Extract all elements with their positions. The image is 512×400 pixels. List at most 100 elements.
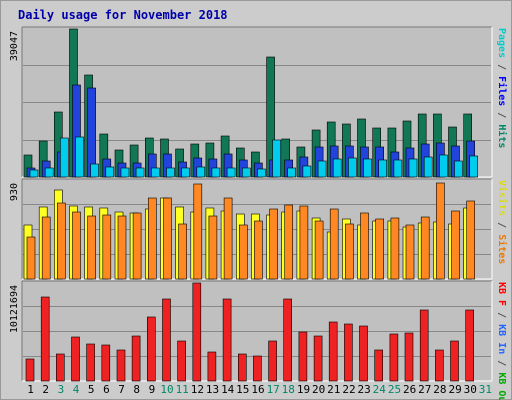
series-label-part: /	[496, 306, 507, 324]
chart-title: Daily usage for November 2018	[18, 8, 228, 22]
bar-kb-f-day-9	[147, 316, 156, 382]
bar-sites-day-11	[178, 223, 187, 280]
bar-kb-f-day-18	[283, 298, 293, 382]
bar-sites-day-6	[102, 214, 112, 280]
bar-pages-day-25	[393, 159, 403, 178]
bar-sites-day-30	[466, 200, 476, 280]
bar-kb-f-day-19	[298, 331, 308, 382]
bar-files-day-5	[87, 87, 96, 178]
bar-sites-day-21	[329, 208, 339, 280]
bar-kb-f-day-15	[238, 353, 247, 382]
panel-visits: 930 Visits / Sites	[9, 178, 508, 280]
bar-sites-day-26	[405, 224, 415, 280]
bar-pages-day-22	[348, 157, 357, 178]
bar-pages-day-13	[211, 167, 221, 178]
x-tick-day-15: 15	[236, 383, 249, 396]
bar-sites-day-2	[41, 216, 51, 280]
bar-sites-day-16	[254, 220, 263, 280]
bar-pages-day-18	[287, 167, 297, 178]
bar-kb-f-day-26	[404, 332, 414, 382]
x-tick-day-8: 8	[133, 383, 140, 396]
series-label: KB F / KB In / KB Out	[496, 282, 507, 400]
bar-pages-day-29	[454, 160, 463, 178]
x-tick-day-17: 17	[267, 383, 280, 396]
bar-sites-day-10	[163, 197, 172, 280]
x-tick-day-2: 2	[42, 383, 49, 396]
x-tick-day-12: 12	[191, 383, 204, 396]
bar-pages-day-30	[469, 155, 479, 178]
series-label-part: /	[496, 106, 507, 124]
x-tick-day-19: 19	[297, 383, 310, 396]
x-tick-day-31: 31	[479, 383, 492, 396]
x-tick-day-10: 10	[160, 383, 173, 396]
x-tick-day-27: 27	[418, 383, 431, 396]
bar-pages-day-4	[75, 136, 84, 178]
series-label-part: KB Out	[496, 372, 507, 400]
bar-sites-day-12	[193, 183, 203, 280]
series-label-part: /	[496, 58, 507, 76]
bar-sites-day-27	[420, 216, 430, 280]
bar-kb-f-day-21	[328, 321, 338, 382]
x-tick-day-1: 1	[27, 383, 34, 396]
x-tick-day-7: 7	[118, 383, 125, 396]
bar-pages-day-12	[196, 166, 206, 178]
x-tick-day-5: 5	[88, 383, 95, 396]
bar-pages-day-27	[423, 156, 433, 178]
bar-kb-f-day-8	[131, 335, 141, 382]
bar-kb-f-day-30	[465, 309, 475, 382]
x-tick-day-6: 6	[103, 383, 110, 396]
bar-kb-f-day-17	[268, 340, 277, 382]
bar-sites-day-20	[314, 220, 324, 280]
bar-sites-day-28	[436, 182, 445, 280]
bar-pages-day-24	[378, 159, 388, 178]
bar-pages-day-9	[151, 167, 160, 178]
bar-kb-f-day-1	[25, 358, 35, 382]
bar-kb-f-day-4	[71, 336, 80, 382]
bar-kb-f-day-2	[40, 296, 50, 382]
bar-kb-f-day-12	[192, 282, 202, 382]
bar-pages-day-1	[29, 169, 39, 178]
x-tick-day-23: 23	[357, 383, 370, 396]
bar-kb-f-day-13	[207, 351, 217, 382]
x-tick-day-24: 24	[373, 383, 387, 396]
x-tick-day-22: 22	[342, 383, 355, 396]
bar-kb-f-day-11	[177, 340, 186, 382]
x-tick-day-26: 26	[403, 383, 416, 396]
bar-sites-day-4	[72, 211, 81, 280]
bar-sites-day-5	[87, 215, 96, 280]
bar-pages-day-16	[257, 168, 266, 178]
panel-kbytes: 10121694 KB F / KB In / KB Out	[9, 280, 507, 400]
bar-pages-day-20	[317, 160, 327, 178]
bar-pages-day-11	[181, 167, 190, 178]
bar-sites-day-3	[56, 202, 66, 280]
x-tick-day-16: 16	[251, 383, 264, 396]
x-tick-day-3: 3	[58, 383, 65, 396]
series-label-part: Visits	[496, 180, 508, 216]
bar-kb-f-day-16	[253, 355, 262, 382]
bar-sites-day-25	[390, 217, 400, 280]
series-label-part: Files	[496, 76, 508, 106]
bar-sites-day-15	[239, 224, 248, 280]
x-tick-day-18: 18	[282, 383, 295, 396]
bar-kb-f-day-24	[374, 349, 384, 382]
bar-sites-day-29	[451, 210, 460, 280]
x-tick-day-29: 29	[448, 383, 461, 396]
bar-kb-f-day-6	[101, 344, 111, 382]
bar-pages-day-23	[363, 158, 372, 178]
series-label: Visits / Sites	[496, 180, 508, 264]
bar-pages-day-7	[120, 167, 130, 178]
x-tick-day-14: 14	[221, 383, 235, 396]
bar-sites-day-13	[208, 215, 218, 280]
bar-pages-day-17	[272, 139, 281, 178]
bar-sites-day-14	[223, 197, 233, 280]
series-label-part: Sites	[496, 234, 508, 264]
bar-kb-f-day-10	[162, 298, 171, 382]
panel-hits: 39047 Pages / Files / Hits	[9, 26, 508, 178]
series-label: Pages / Files / Hits	[496, 28, 508, 148]
x-tick-day-20: 20	[312, 383, 325, 396]
bar-pages-day-6	[105, 166, 115, 178]
bar-pages-day-5	[90, 163, 99, 178]
bar-kb-f-day-25	[389, 333, 399, 382]
bar-kb-f-day-22	[344, 323, 353, 382]
bar-pages-day-10	[166, 167, 175, 178]
